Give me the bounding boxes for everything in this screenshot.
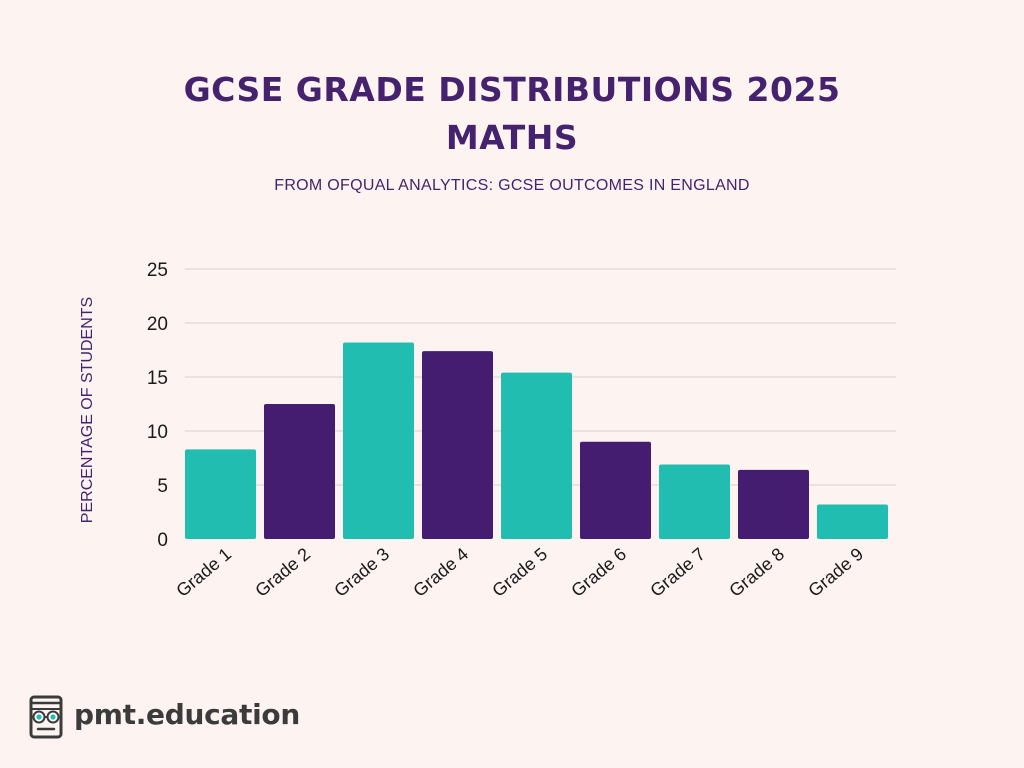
bars: [185, 342, 888, 539]
x-tick-label: Grade 5: [488, 544, 551, 601]
bar-grade-7: [659, 464, 730, 539]
bar-grade-6: [580, 441, 651, 539]
chart-subtitle: FROM OFQUAL ANALYTICS: GCSE OUTCOMES IN …: [274, 177, 750, 194]
bar-grade-9: [817, 504, 888, 539]
bar-grade-4: [422, 351, 493, 539]
bar-grade-3: [343, 342, 414, 539]
x-tick-label: Grade 3: [330, 544, 393, 601]
chart-title-line-1: GCSE GRADE DISTRIBUTIONS 2025: [183, 70, 841, 109]
y-tick-label: 10: [147, 422, 168, 443]
bar-grade-2: [264, 404, 335, 539]
y-tick-label: 0: [157, 530, 168, 551]
x-tick-label: Grade 2: [251, 544, 314, 601]
y-tick-label: 15: [147, 368, 168, 389]
y-axis-ticks: 0 5 10 15 20 25: [147, 260, 168, 551]
books-with-glasses-icon: [29, 695, 63, 739]
chart-title-line-2: MATHS: [445, 118, 579, 157]
y-tick-label: 5: [157, 476, 168, 497]
x-tick-label: Grade 7: [646, 544, 709, 601]
bar-grade-8: [738, 469, 809, 539]
x-axis-ticks: Grade 1 Grade 2 Grade 3 Grade 4 Grade 5 Grade…: [172, 544, 867, 601]
x-tick-label: Grade 1: [172, 544, 235, 601]
y-tick-label: 25: [147, 260, 168, 281]
bar-grade-1: [185, 449, 256, 539]
bar-grade-5: [501, 372, 572, 539]
pmt-education-logo: pmt.education: [26, 695, 306, 739]
logo-text: pmt.education: [74, 698, 300, 731]
x-tick-label: Grade 6: [567, 544, 630, 601]
y-axis-label: PERCENTAGE OF STUDENTS: [79, 297, 96, 523]
x-tick-label: Grade 9: [804, 544, 867, 601]
x-tick-label: Grade 4: [409, 544, 472, 601]
y-tick-label: 20: [147, 314, 168, 335]
x-tick-label: Grade 8: [725, 544, 788, 601]
